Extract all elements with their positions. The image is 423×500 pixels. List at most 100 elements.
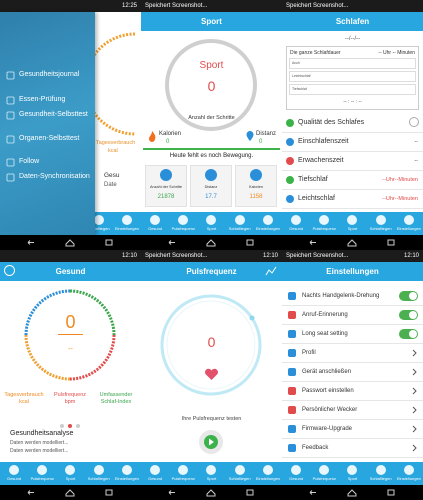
header-title: Schlafen (282, 12, 423, 31)
menu-item[interactable]: Gesundheit-Selbsttest (19, 111, 88, 118)
tab[interactable]: Gesund (0, 462, 28, 485)
sleep-field: Anch (289, 58, 416, 69)
menu-item[interactable]: Organen-Selbsttest (19, 135, 80, 142)
page-dot (76, 424, 80, 428)
tab[interactable]: Schlafliegen (367, 462, 395, 485)
tab-label: Schlafliegen (228, 226, 251, 231)
link-row[interactable]: Persönlicher Wecker (282, 401, 423, 420)
status-notice: Speichert Screenshot... (145, 3, 208, 9)
tab[interactable]: Sport (56, 462, 84, 485)
tab[interactable]: Einstellungen (254, 462, 282, 485)
metric-label: Pulsfrequenz bpm (53, 392, 87, 405)
tab-icon (319, 465, 330, 475)
tab[interactable]: Einstellungen (113, 462, 141, 485)
sleep-box: Die ganze Schlafdauer -- Uhr -- Minuten An… (286, 46, 419, 110)
tab-icon (291, 465, 302, 475)
header-title: Einstellungen (282, 262, 423, 281)
chart-icon (265, 266, 277, 276)
toggle-switch[interactable] (399, 329, 418, 339)
stat-card: Anzahl der Schritte 21878 (145, 165, 187, 207)
menu-item[interactable]: Gesundheitsjournal (19, 71, 80, 78)
card-label: Kalorien (249, 185, 263, 189)
behind-label: Tagesverbrauch (96, 140, 136, 146)
pulse-prompt: Ihre Pulsfrequenz testen (181, 416, 242, 422)
status-bar: Speichert Screenshot... 12:10 (282, 250, 423, 262)
calories-label: Kalorien (159, 131, 182, 137)
tab[interactable]: Sport (338, 212, 366, 235)
status-bar: Speichert Screenshot... 12:10 (141, 250, 282, 262)
tab[interactable]: Sport (197, 212, 225, 235)
chevron (412, 425, 417, 433)
row-icon (286, 138, 294, 146)
tab[interactable]: Pulsfrequenz (169, 462, 197, 485)
nav-bar (282, 485, 423, 500)
menu-item[interactable]: Essen-Prüfung (19, 96, 66, 103)
tab[interactable]: Schlafliegen (226, 212, 254, 235)
link-row[interactable]: Passwort einstellen (282, 382, 423, 401)
link-row[interactable]: Feedback (282, 439, 423, 458)
nav-icons (168, 489, 254, 497)
tab[interactable]: Gesund (141, 462, 169, 485)
row-icon (288, 349, 296, 357)
nav-bar (141, 485, 282, 500)
tab[interactable]: Gesund (141, 212, 169, 235)
link-row[interactable]: Gerät anschließen (282, 363, 423, 382)
tab[interactable]: Gesund (282, 462, 310, 485)
tab[interactable]: Sport (197, 462, 225, 485)
tab[interactable]: Einstellungen (395, 212, 423, 235)
nav-bar (282, 235, 423, 250)
tab[interactable]: Schlafliegen (85, 212, 113, 235)
nav-icons (309, 489, 395, 497)
chevron (412, 349, 417, 357)
tab[interactable]: Schlafliegen (85, 462, 113, 485)
tab-bar: Gesund Pulsfrequenz Sport Schlafliegen Einst… (282, 462, 423, 485)
tab[interactable]: Pulsfrequenz (310, 462, 338, 485)
menu-button[interactable] (4, 265, 15, 276)
settings-screen: Speichert Screenshot... 12:10 Einstellunge… (282, 250, 423, 500)
header-title: Sport (141, 12, 282, 31)
total-label: Die ganze Schlafdauer (290, 50, 341, 56)
tab[interactable]: Gesund (282, 212, 310, 235)
menu-item[interactable]: Daten-Synchronisation (19, 173, 90, 180)
tab[interactable]: Pulsfrequenz (28, 462, 56, 485)
tab[interactable]: Sport (338, 462, 366, 485)
link-row[interactable]: Firmware-Upgrade (282, 420, 423, 439)
link-row[interactable]: Profil (282, 344, 423, 363)
toggle-switch[interactable] (399, 291, 418, 301)
row-icon (286, 195, 294, 203)
date: --/--/-- (344, 36, 361, 42)
tab-label: Sport (65, 476, 76, 481)
health-sub: -- (68, 346, 73, 353)
page-dot (60, 424, 64, 428)
menu-icon (6, 71, 15, 80)
chevron (412, 387, 417, 395)
tab[interactable]: Pulsfrequenz (169, 212, 197, 235)
tab-label: Schlafliegen (369, 226, 392, 231)
tab-icon (262, 465, 273, 475)
tab-label: Pulsfrequenz (312, 226, 336, 231)
tab-label: Schlafliegen (87, 476, 110, 481)
metric-label: Tagesverbrauch kcal (4, 392, 44, 405)
toggle-knob (409, 292, 417, 300)
tab-label: Einstellungen (114, 226, 139, 231)
tab[interactable]: Einstellungen (254, 212, 282, 235)
tab[interactable]: Schlafliegen (226, 462, 254, 485)
toggle-knob (409, 311, 417, 319)
status-notice: Speichert Screenshot... (286, 3, 349, 9)
row-icon (288, 387, 296, 395)
tab[interactable]: Einstellungen (113, 212, 141, 235)
row-label: Tiefschlaf (298, 176, 328, 183)
tab[interactable]: Einstellungen (395, 462, 423, 485)
tab-label: Pulsfrequenz (312, 476, 336, 481)
menu-item[interactable]: Follow (19, 158, 40, 165)
nav-bar (0, 485, 141, 500)
tab[interactable]: Pulsfrequenz (310, 212, 338, 235)
tab-icon (178, 465, 189, 475)
toggle-switch[interactable] (399, 310, 418, 320)
behind-unit: kcal (108, 148, 118, 154)
status-time: 12:10 (403, 253, 419, 259)
card-icon (250, 169, 262, 181)
tab[interactable]: Schlafliegen (367, 212, 395, 235)
side-menu: Gesundheitsjournal Essen-Prüfung Gesundhei… (0, 12, 95, 235)
